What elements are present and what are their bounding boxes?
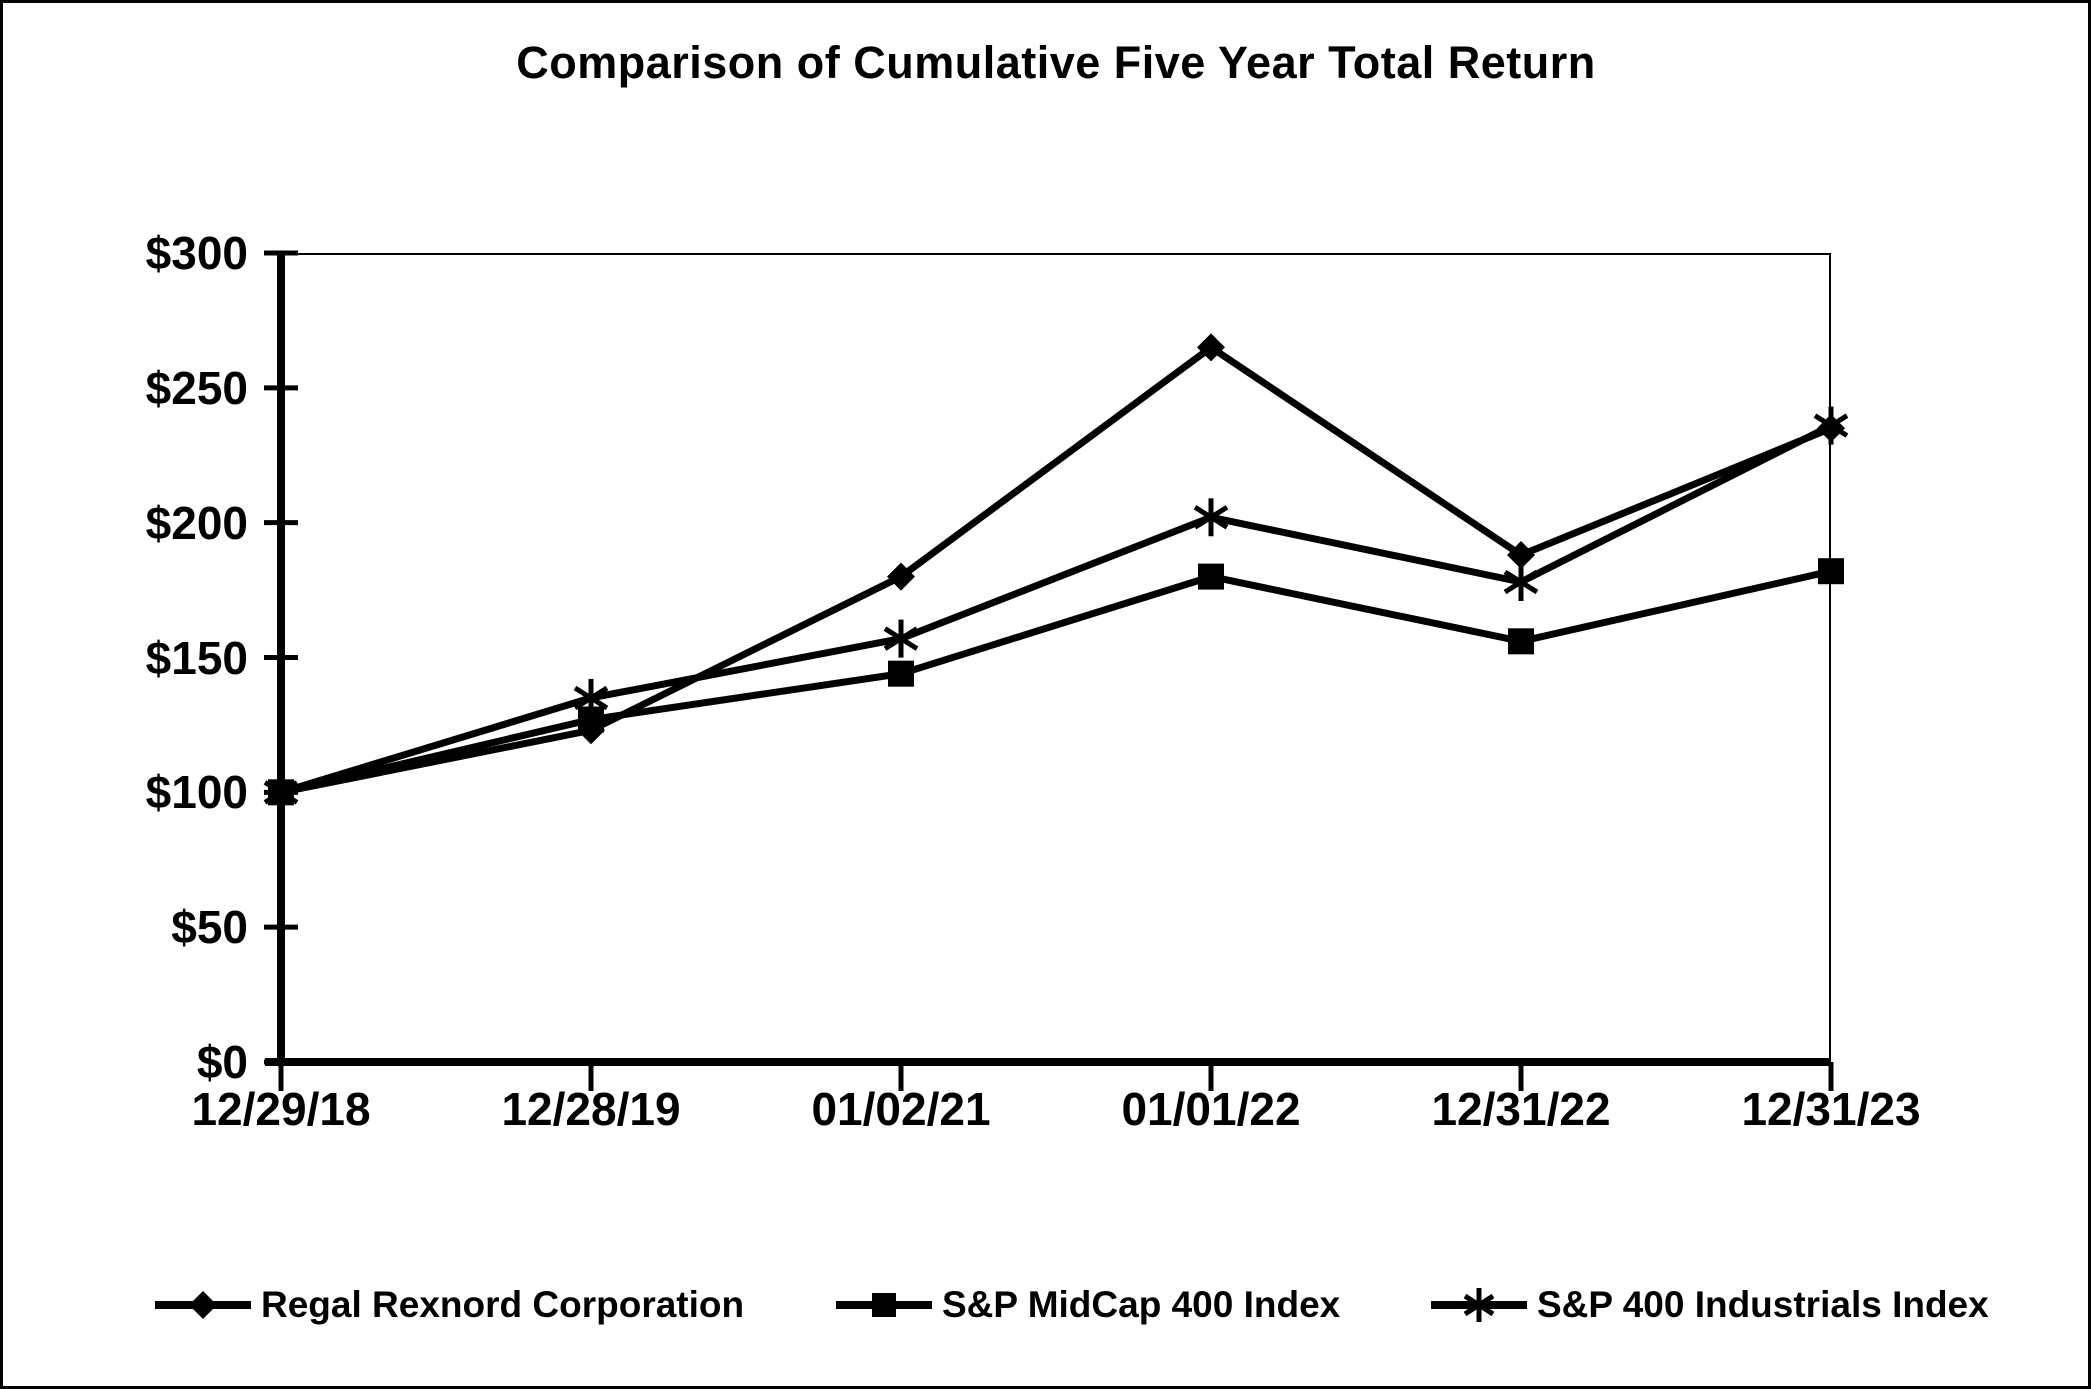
x-tick-label: 12/28/19 [501, 1083, 681, 1135]
legend-item-sp-400-industrials: S&P 400 Industrials Index [1431, 1279, 1989, 1331]
series-line-asterisk [279, 422, 1833, 796]
asterisk-marker [573, 685, 609, 711]
plot-area [263, 250, 1849, 1091]
asterisk-marker [883, 626, 919, 651]
legend-label: S&P MidCap 400 Index [942, 1284, 1341, 1325]
legend-label: Regal Rexnord Corporation [261, 1284, 745, 1325]
asterisk-marker [1503, 569, 1539, 595]
series-line-square [280, 567, 1832, 796]
y-tick-label: $100 [145, 766, 248, 819]
plot-border [281, 253, 1831, 1062]
x-tick-label: 12/31/23 [1741, 1083, 1921, 1135]
square-marker-icon [836, 1293, 932, 1317]
x-tick-label: 12/29/18 [191, 1083, 371, 1135]
legend-label: S&P 400 Industrials Index [1537, 1284, 1989, 1325]
y-tick-label: $0 [196, 1036, 248, 1088]
y-tick-label: $50 [171, 901, 248, 954]
series-line-diamond [280, 343, 1833, 796]
diamond-marker [887, 562, 915, 591]
square-marker [1198, 563, 1224, 590]
y-tick-label: $300 [145, 227, 248, 279]
asterisk-marker [1193, 505, 1229, 530]
asterisk-marker [1813, 413, 1849, 438]
square-marker [1508, 628, 1534, 655]
square-marker [888, 660, 914, 687]
asterisk-marker-icon [1431, 1288, 1527, 1322]
y-tick-label: $150 [145, 631, 248, 684]
legend-item-regal-rexnord: Regal Rexnord Corporation [155, 1279, 744, 1331]
diamond-marker-icon [155, 1291, 251, 1319]
diamond-marker [1507, 541, 1535, 570]
y-tick-label: $200 [145, 496, 248, 549]
asterisk-marker [263, 780, 299, 805]
y-tick-label: $250 [145, 361, 248, 414]
legend-item-sp-midcap-400: S&P MidCap 400 Index [836, 1279, 1340, 1331]
x-tick-label: 12/31/22 [1431, 1083, 1611, 1135]
x-tick-label: 01/02/21 [811, 1083, 991, 1135]
diamond-marker [1197, 333, 1225, 362]
x-tick-label: 01/01/22 [1121, 1083, 1301, 1135]
chart-title: Comparison of Cumulative Five Year Total… [516, 37, 1596, 88]
square-marker [1818, 558, 1844, 585]
